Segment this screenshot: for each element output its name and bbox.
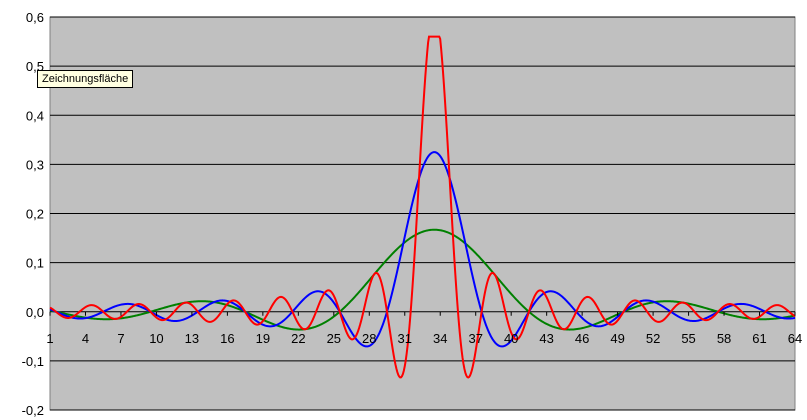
y-tick-label: -0,1 bbox=[22, 354, 44, 369]
series-lines bbox=[49, 35, 796, 379]
x-tick-label: 4 bbox=[82, 331, 89, 346]
x-tick-label: 49 bbox=[610, 331, 624, 346]
x-tick-label: 1 bbox=[46, 331, 53, 346]
x-tick-label: 28 bbox=[362, 331, 376, 346]
x-tick-label: 7 bbox=[117, 331, 124, 346]
y-tick-label: 0,0 bbox=[26, 305, 44, 320]
x-tick-label: 58 bbox=[717, 331, 731, 346]
x-tick-label: 46 bbox=[575, 331, 589, 346]
x-axis: 1 4 7 10 13 16 19 22 25 28 31 34 37 40 43 46 49 52 55 58 61 6… bbox=[46, 311, 802, 346]
y-tick-label: 0,6 bbox=[26, 10, 44, 25]
x-tick-label: 31 bbox=[398, 331, 412, 346]
x-tick-label: 40 bbox=[504, 331, 518, 346]
y-tick-label: -0,2 bbox=[22, 403, 44, 418]
y-tick-label: 0,4 bbox=[26, 108, 44, 123]
gridlines bbox=[50, 16, 795, 411]
x-tick-label: 16 bbox=[220, 331, 234, 346]
x-tick-label: 22 bbox=[291, 331, 305, 346]
x-tick-label: 55 bbox=[681, 331, 695, 346]
x-tick-label: 64 bbox=[788, 331, 802, 346]
series-line-3[interactable] bbox=[49, 35, 796, 379]
y-tick-label: 0,3 bbox=[26, 157, 44, 172]
y-tick-label: 0,1 bbox=[26, 256, 44, 271]
x-tick-label: 37 bbox=[468, 331, 482, 346]
x-tick-label: 19 bbox=[256, 331, 270, 346]
tooltip: Zeichnungsfläche bbox=[37, 70, 134, 88]
x-tick-label: 52 bbox=[646, 331, 660, 346]
x-tick-label: 34 bbox=[433, 331, 447, 346]
series-line-1[interactable] bbox=[49, 228, 796, 331]
x-tick-label: 13 bbox=[185, 331, 199, 346]
y-tick-label: 0,2 bbox=[26, 207, 44, 222]
x-tick-label: 10 bbox=[149, 331, 163, 346]
x-tick-label: 61 bbox=[752, 331, 766, 346]
x-tick-label: 25 bbox=[327, 331, 341, 346]
x-tick-label: 43 bbox=[539, 331, 553, 346]
